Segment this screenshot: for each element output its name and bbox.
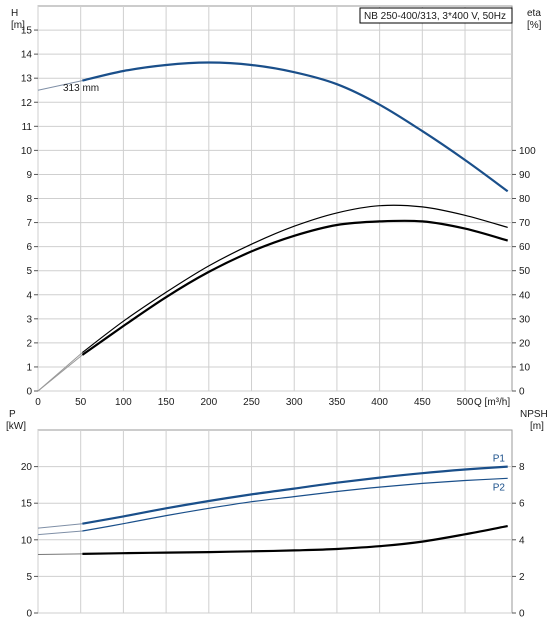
h-tick-label: 1 xyxy=(26,362,32,373)
x-tick-label: 100 xyxy=(115,397,132,408)
x-tick-label: 350 xyxy=(329,397,346,408)
x-tick-label: 300 xyxy=(286,397,303,408)
upper-series: 313 mm xyxy=(37,61,509,392)
npsh-tick-label: 6 xyxy=(519,499,525,510)
eta-tick-label: 90 xyxy=(519,170,531,181)
h-tick-label: 0 xyxy=(26,387,32,398)
x-tick-label: 400 xyxy=(371,397,388,408)
p2-power-curve xyxy=(82,477,508,532)
p-axis-label: P xyxy=(9,409,16,420)
h-tick-label: 2 xyxy=(26,338,32,349)
head-curve-313mm xyxy=(82,61,509,193)
p-tick-label: 0 xyxy=(26,609,32,620)
npsh-tick-label: 4 xyxy=(519,535,525,546)
h-tick-label: 7 xyxy=(26,218,32,229)
eta-tick-label: 0 xyxy=(519,387,525,398)
p-tick-label: 10 xyxy=(21,535,33,546)
p-tick-label: 15 xyxy=(21,499,33,510)
h-axis-unit: [m] xyxy=(11,20,25,31)
head-curve-label: 313 mm xyxy=(63,83,99,94)
efficiency-curve-total xyxy=(81,219,508,356)
eta-tick-label: 40 xyxy=(519,290,531,301)
h-tick-label: 12 xyxy=(21,98,33,109)
upper-tick-labels: 0 50 100 150 200 250 300 350 400 450 5000123456789… xyxy=(21,26,536,408)
chart-title: NB 250-400/313, 3*400 V, 50Hz xyxy=(364,11,506,22)
eta-tick-label: 80 xyxy=(519,194,531,205)
efficiency-curve-pump xyxy=(82,204,508,353)
npsh-axis-unit: [m] xyxy=(530,421,544,432)
x-tick-label: 200 xyxy=(200,397,217,408)
eta-axis-unit: [%] xyxy=(527,20,542,31)
p1-curve-label: P1 xyxy=(493,454,506,465)
h-tick-label: 3 xyxy=(26,314,32,325)
npsh-extension-line xyxy=(37,553,83,555)
eta-tick-label: 20 xyxy=(519,338,531,349)
npsh-tick-label: 2 xyxy=(519,572,525,583)
h-tick-label: 13 xyxy=(21,74,33,85)
h-tick-label: 8 xyxy=(26,194,32,205)
head-extension-line xyxy=(37,80,83,91)
eta-tick-label: 100 xyxy=(519,146,536,157)
lower-plot-frame xyxy=(37,429,513,614)
x-tick-label: 450 xyxy=(414,397,431,408)
h-tick-label: 5 xyxy=(26,266,32,277)
npsh-tick-label: 0 xyxy=(519,609,525,620)
eta-tick-label: 10 xyxy=(519,362,531,373)
npsh-axis-label: NPSH xyxy=(520,409,548,420)
lower-series: P1 P2 xyxy=(37,454,508,555)
p-tick-label: 5 xyxy=(26,572,32,583)
p1-extension-line xyxy=(37,523,83,529)
eta-tick-label: 70 xyxy=(519,218,531,229)
npsh-tick-label: 8 xyxy=(519,462,525,473)
upper-panel: 313 mm 0 50 100 150 200 250 300 350 400 450 500012… xyxy=(11,5,542,408)
eta-extension-line xyxy=(37,354,83,392)
x-tick-label: 150 xyxy=(158,397,175,408)
h-tick-label: 4 xyxy=(26,290,32,301)
x-tick-label: 0 xyxy=(35,397,41,408)
h-tick-label: 10 xyxy=(21,146,33,157)
p-tick-label: 20 xyxy=(21,462,33,473)
p1-power-curve xyxy=(82,465,508,525)
eta-tick-label: 60 xyxy=(519,242,531,253)
eta-tick-label: 30 xyxy=(519,314,531,325)
eta-tick-label: 50 xyxy=(519,266,531,277)
p2-curve-label: P2 xyxy=(493,482,506,493)
h-axis-label: H xyxy=(11,8,18,19)
h-tick-label: 14 xyxy=(21,50,33,61)
x-tick-label: 50 xyxy=(75,397,87,408)
h-tick-label: 9 xyxy=(26,170,32,181)
lower-tick-labels: 0 5 10 15 20 0 2 4 6 8 xyxy=(21,462,525,619)
npsh-curve xyxy=(82,525,508,555)
x-axis-label: Q [m³/h] xyxy=(474,397,510,408)
p2-extension-line xyxy=(37,530,83,536)
x-tick-label: 500 xyxy=(457,397,474,408)
eta-axis-label: eta xyxy=(527,8,541,19)
h-tick-label: 11 xyxy=(22,122,33,133)
lower-panel: P1 P2 0 5 10 15 20 0 2 4 6 8 P [kW] NPSH [m] xyxy=(6,409,548,620)
x-tick-label: 250 xyxy=(243,397,260,408)
title-box xyxy=(359,7,513,24)
lower-grid xyxy=(37,430,512,614)
h-tick-label: 6 xyxy=(26,242,32,253)
p-axis-unit: [kW] xyxy=(6,421,26,432)
upper-grid xyxy=(37,6,512,392)
h-tick-label: 15 xyxy=(21,26,33,37)
